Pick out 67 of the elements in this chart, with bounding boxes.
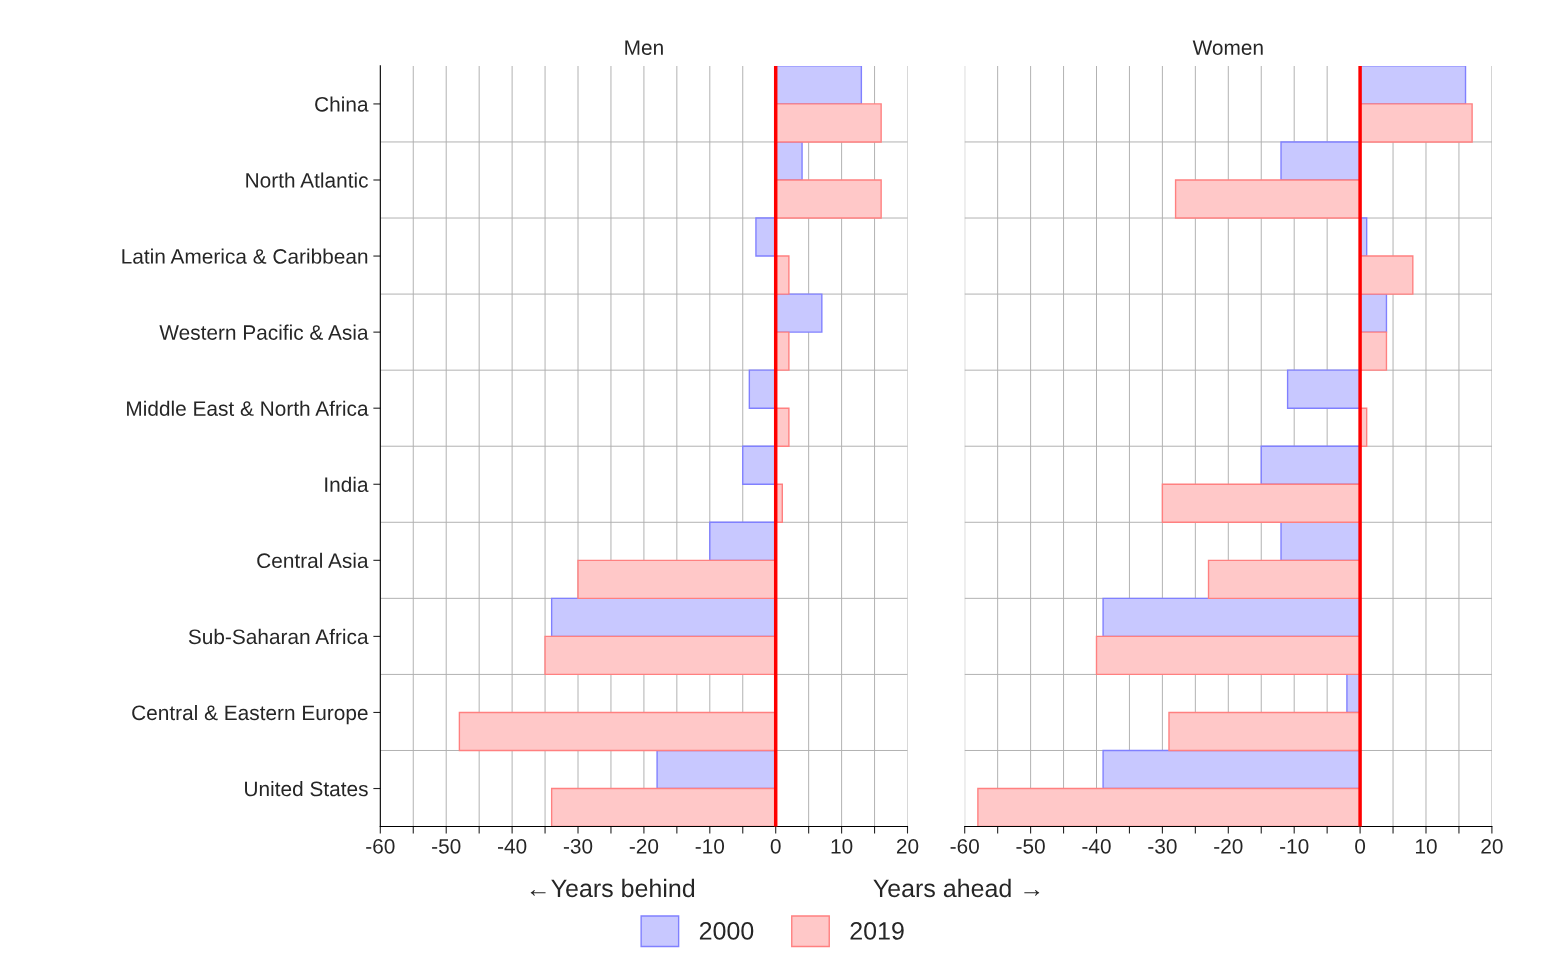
legend-label: 2000 bbox=[699, 922, 754, 940]
x-tick-label: -10 bbox=[695, 838, 725, 854]
bar bbox=[709, 521, 777, 562]
chart-title: Women bbox=[1192, 40, 1263, 55]
y-tick-label: Central Asia bbox=[257, 552, 369, 569]
y-tick-label: India bbox=[325, 476, 369, 493]
bar bbox=[775, 293, 823, 333]
bar bbox=[1207, 559, 1361, 600]
bar bbox=[458, 711, 777, 752]
x-tick-label: -60 bbox=[950, 838, 979, 854]
bar bbox=[1260, 445, 1361, 485]
bar bbox=[1102, 597, 1361, 638]
legend-label: 2019 bbox=[850, 922, 904, 940]
x-tick-label: -20 bbox=[629, 838, 659, 854]
bar bbox=[775, 331, 790, 371]
bar bbox=[1095, 635, 1361, 676]
x-tick-label: 10 bbox=[831, 838, 853, 854]
x-tick-label: 10 bbox=[1415, 838, 1437, 854]
bar bbox=[775, 407, 790, 447]
bar bbox=[755, 217, 777, 257]
chart-title: Men bbox=[625, 40, 663, 55]
bar bbox=[1280, 141, 1361, 181]
bar bbox=[656, 749, 777, 790]
y-tick-label: Middle East & North Africa bbox=[127, 400, 369, 416]
x-tick-label: 0 bbox=[770, 838, 781, 854]
bar bbox=[1102, 749, 1361, 790]
y-tick-label: Latin America & Caribbean bbox=[122, 248, 368, 264]
x-tick-label: -30 bbox=[1148, 838, 1177, 854]
y-tick-label: Central & Eastern Europe bbox=[132, 704, 368, 725]
x-tick-label: 0 bbox=[1355, 838, 1366, 854]
bar bbox=[1174, 179, 1361, 219]
x-tick-label: -40 bbox=[497, 838, 527, 854]
bar bbox=[1161, 483, 1361, 523]
x-tick-label: 20 bbox=[1481, 838, 1503, 854]
x-tick-label: -40 bbox=[1082, 838, 1111, 854]
y-tick-label: Sub-Saharan Africa bbox=[188, 628, 369, 645]
bar bbox=[1280, 521, 1361, 562]
text: Years ahead → bbox=[873, 878, 1040, 898]
y-tick-label: Western Pacific & Asia bbox=[159, 324, 369, 340]
x-tick-label: 20 bbox=[896, 838, 919, 854]
bar bbox=[742, 445, 777, 485]
bar bbox=[1359, 103, 1473, 143]
x-tick-label: -10 bbox=[1280, 838, 1309, 854]
bar bbox=[1168, 711, 1361, 752]
bar bbox=[1359, 255, 1414, 295]
x-tick-label: -50 bbox=[1016, 838, 1045, 854]
text: ←Years behind bbox=[530, 878, 695, 898]
bar bbox=[775, 65, 863, 105]
bar bbox=[1286, 369, 1361, 409]
bar bbox=[544, 635, 777, 676]
y-tick-label: North Atlantic bbox=[246, 172, 368, 188]
bar bbox=[1359, 65, 1467, 105]
bar bbox=[775, 103, 882, 143]
x-tick-label: -20 bbox=[1214, 838, 1243, 854]
bar bbox=[550, 597, 777, 638]
x-tick-label: -30 bbox=[563, 838, 593, 854]
bar bbox=[1359, 331, 1388, 371]
x-tick-label: -50 bbox=[432, 838, 461, 854]
bar bbox=[748, 369, 777, 409]
bar bbox=[977, 787, 1361, 827]
bar bbox=[775, 255, 790, 295]
bar bbox=[775, 179, 882, 219]
bar bbox=[577, 559, 777, 600]
y-tick-label: United States bbox=[245, 780, 368, 797]
bar bbox=[550, 787, 777, 827]
y-tick-label: China bbox=[315, 96, 369, 112]
x-tick-label: -60 bbox=[366, 838, 395, 854]
